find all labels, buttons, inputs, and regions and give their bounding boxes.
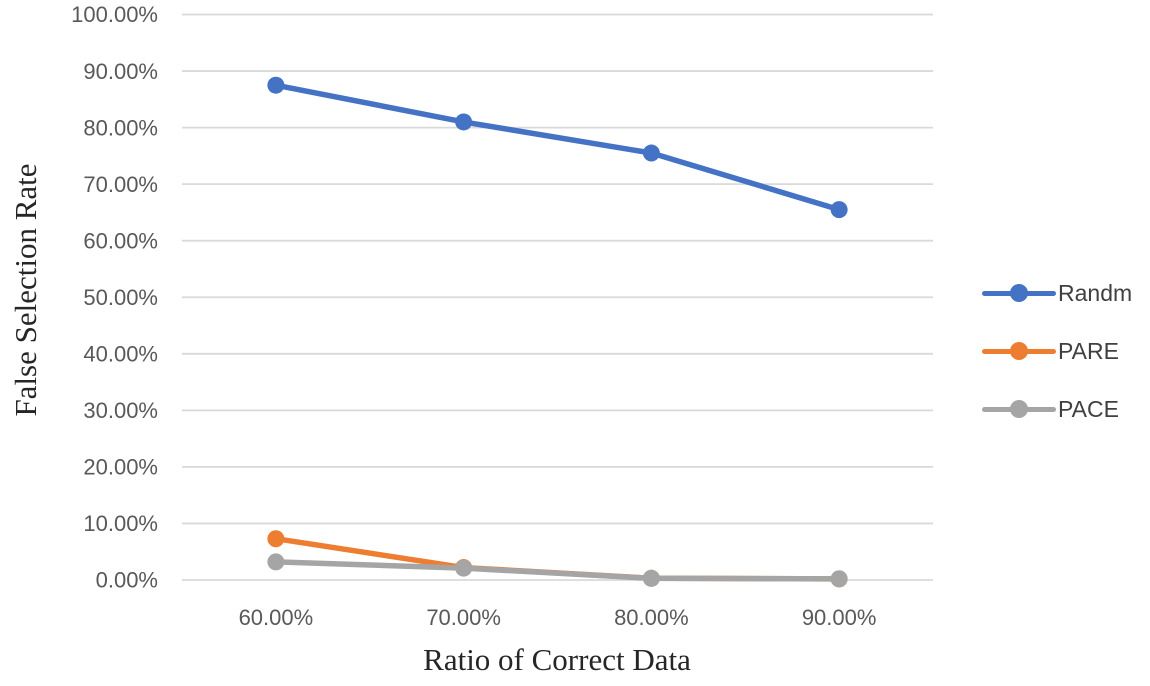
y-tick-label: 30.00% bbox=[83, 398, 158, 423]
series-line-pace bbox=[273, 559, 842, 582]
x-tick-label: 90.00% bbox=[802, 605, 877, 630]
y-tick-label: 100.00% bbox=[71, 2, 158, 27]
legend-marker-icon bbox=[982, 339, 1056, 363]
y-tick-label: 90.00% bbox=[83, 59, 158, 84]
y-axis-title: False Selection Rate bbox=[8, 163, 43, 417]
legend-label: Randm bbox=[1058, 279, 1133, 306]
data-point-pace bbox=[455, 559, 473, 577]
x-tick-label: 80.00% bbox=[614, 605, 689, 630]
x-axis-title: Ratio of Correct Data bbox=[423, 642, 691, 677]
legend-marker-icon bbox=[982, 281, 1056, 305]
legend-dot-swatch bbox=[1010, 342, 1028, 360]
y-tick-label: 60.00% bbox=[83, 228, 158, 253]
y-tick-label: 10.00% bbox=[83, 511, 158, 536]
data-point-pace bbox=[642, 569, 660, 587]
legend: Randm PARE PACE bbox=[982, 279, 1133, 422]
data-point-randm bbox=[830, 201, 848, 219]
y-tick-label: 40.00% bbox=[83, 342, 158, 367]
legend-item-pare: PARE bbox=[982, 337, 1132, 364]
y-tick-label: 20.00% bbox=[83, 455, 158, 480]
x-tick-label: 60.00% bbox=[239, 605, 314, 630]
legend-label: PARE bbox=[1058, 337, 1119, 364]
data-point-pace bbox=[267, 553, 285, 571]
y-tick-label: 80.00% bbox=[83, 115, 158, 140]
legend-label: PACE bbox=[1058, 395, 1119, 422]
data-point-randm bbox=[267, 76, 285, 94]
y-tick-label: 70.00% bbox=[83, 172, 158, 197]
series-line-randm bbox=[273, 82, 842, 213]
data-point-randm bbox=[455, 113, 473, 131]
data-point-randm bbox=[642, 144, 660, 162]
legend-marker-icon bbox=[982, 397, 1056, 421]
legend-dot-swatch bbox=[1010, 400, 1028, 418]
data-point-pare bbox=[267, 530, 285, 548]
x-tick-label: 70.00% bbox=[426, 605, 501, 630]
y-tick-label: 50.00% bbox=[83, 285, 158, 310]
legend-item-randm: Randm bbox=[982, 279, 1133, 306]
legend-dot-swatch bbox=[1010, 284, 1028, 302]
legend-item-pace: PACE bbox=[982, 395, 1132, 422]
y-tick-label: 0.00% bbox=[96, 568, 158, 593]
data-point-pace bbox=[830, 570, 848, 588]
